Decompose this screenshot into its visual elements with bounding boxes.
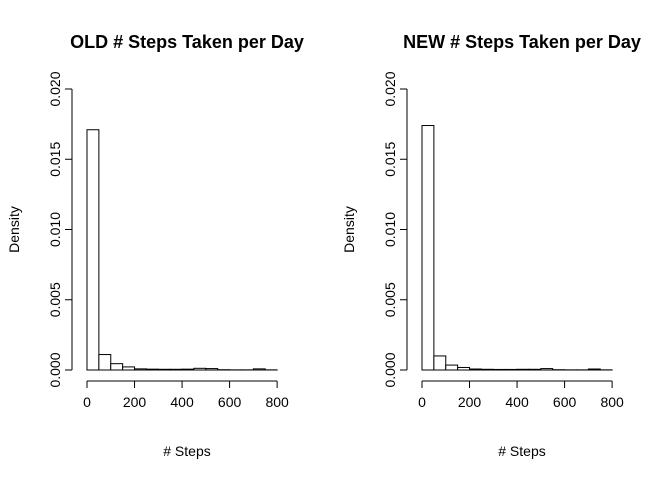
y-tick-label: 0.005 <box>382 282 398 317</box>
x-tick-label: 400 <box>505 394 529 410</box>
y-axis-label: Density <box>341 206 357 253</box>
histogram-bar <box>99 355 111 370</box>
chart-title: NEW # Steps Taken per Day <box>403 32 641 52</box>
histogram-bar <box>194 368 206 370</box>
histogram-bar <box>170 369 182 370</box>
x-tick-label: 0 <box>418 394 426 410</box>
histogram-bar <box>422 126 434 370</box>
histogram-bar <box>517 369 529 370</box>
histogram-bar <box>206 369 218 370</box>
histogram-bar <box>481 369 493 370</box>
histogram-bar <box>529 369 541 370</box>
x-tick-label: 0 <box>83 394 91 410</box>
histogram-bar <box>446 365 458 370</box>
histogram-bar <box>87 130 99 370</box>
y-tick-label: 0.020 <box>47 71 63 106</box>
histogram-bar <box>458 367 470 370</box>
x-tick-label: 400 <box>170 394 194 410</box>
histogram-bar <box>541 369 553 370</box>
x-tick-label: 800 <box>265 394 289 410</box>
histogram-bar <box>123 367 135 370</box>
x-tick-label: 200 <box>123 394 147 410</box>
x-tick-label: 200 <box>458 394 482 410</box>
x-axis-label: # Steps <box>498 443 545 459</box>
new-steps-histogram: NEW # Steps Taken per Day 0 200 400 600 800 0.… <box>341 32 641 459</box>
histogram-bar <box>505 369 517 370</box>
y-tick-label: 0.000 <box>382 352 398 387</box>
y-tick-label: 0.005 <box>47 282 63 317</box>
histogram-bar <box>158 369 170 370</box>
histogram-bar <box>253 369 265 370</box>
histogram-bar <box>493 369 505 370</box>
y-tick-label: 0.010 <box>382 212 398 247</box>
x-tick-label: 600 <box>218 394 242 410</box>
old-steps-histogram: OLD # Steps Taken per Day 0 200 400 600 800 0.… <box>6 32 304 459</box>
histogram-bar <box>146 369 158 370</box>
chart-title: OLD # Steps Taken per Day <box>70 32 304 52</box>
y-tick-label: 0.020 <box>382 71 398 106</box>
histogram-bar <box>182 369 194 370</box>
x-tick-label: 600 <box>553 394 577 410</box>
x-axis-label: # Steps <box>163 443 210 459</box>
histogram-bar <box>135 369 147 370</box>
x-tick-label: 800 <box>600 394 624 410</box>
y-tick-label: 0.015 <box>382 142 398 177</box>
histogram-bar <box>434 356 446 370</box>
histogram-bar <box>588 369 600 370</box>
histogram-bar <box>111 364 123 370</box>
histogram-bar <box>470 369 482 370</box>
y-tick-label: 0.000 <box>47 352 63 387</box>
y-tick-label: 0.010 <box>47 212 63 247</box>
y-tick-label: 0.015 <box>47 142 63 177</box>
y-axis-label: Density <box>6 206 22 253</box>
